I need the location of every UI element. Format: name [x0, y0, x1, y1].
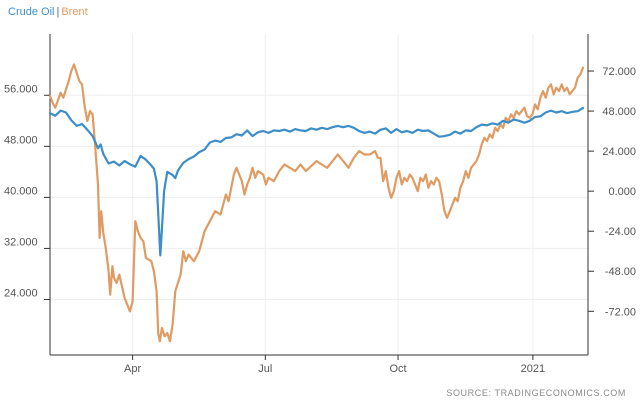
series-lines — [48, 63, 585, 343]
right-axis-ticks: -72.00 -48.00 -24.00 0.000 24.000 48.000 72.00… — [588, 66, 636, 318]
x-axis-ticks: Apr Jul Oct 2021 — [124, 355, 545, 375]
legend-separator: | — [56, 6, 60, 18]
source-credit: SOURCE: TRADINGECONOMICS.COM — [446, 388, 626, 398]
right-tick-label-0: -72.00 — [605, 306, 636, 318]
legend-brent[interactable]: Brent — [61, 6, 88, 18]
right-tick-label-5: 48.000 — [602, 106, 636, 118]
right-tick-label-2: -24.00 — [605, 226, 636, 238]
right-tick-label-3: 0.000 — [608, 186, 636, 198]
left-tick-label-4: 56.000 — [4, 83, 38, 95]
x-tick-label-1: Jul — [258, 363, 272, 375]
left-tick-label-1: 32.000 — [4, 236, 38, 248]
left-tick-label-3: 48.000 — [4, 134, 38, 146]
chart-legend: Crude Oil | Brent — [8, 6, 88, 18]
x-tick-label-0: Apr — [124, 363, 141, 375]
left-tick-label-2: 40.000 — [4, 185, 38, 197]
right-tick-label-6: 72.000 — [602, 66, 636, 78]
right-tick-label-4: 24.000 — [602, 146, 636, 158]
left-axis-ticks: 24.000 32.000 40.000 48.000 56.000 — [4, 83, 50, 300]
right-tick-label-1: -48.00 — [605, 266, 636, 278]
x-tick-label-2: Oct — [389, 363, 406, 375]
left-tick-label-0: 24.000 — [4, 287, 38, 299]
series-line-crude-oil — [48, 106, 585, 257]
legend-crude-oil[interactable]: Crude Oil — [8, 6, 55, 18]
x-tick-label-3: 2021 — [521, 363, 545, 375]
series-line-brent — [48, 63, 585, 343]
chart-axes — [49, 34, 589, 356]
